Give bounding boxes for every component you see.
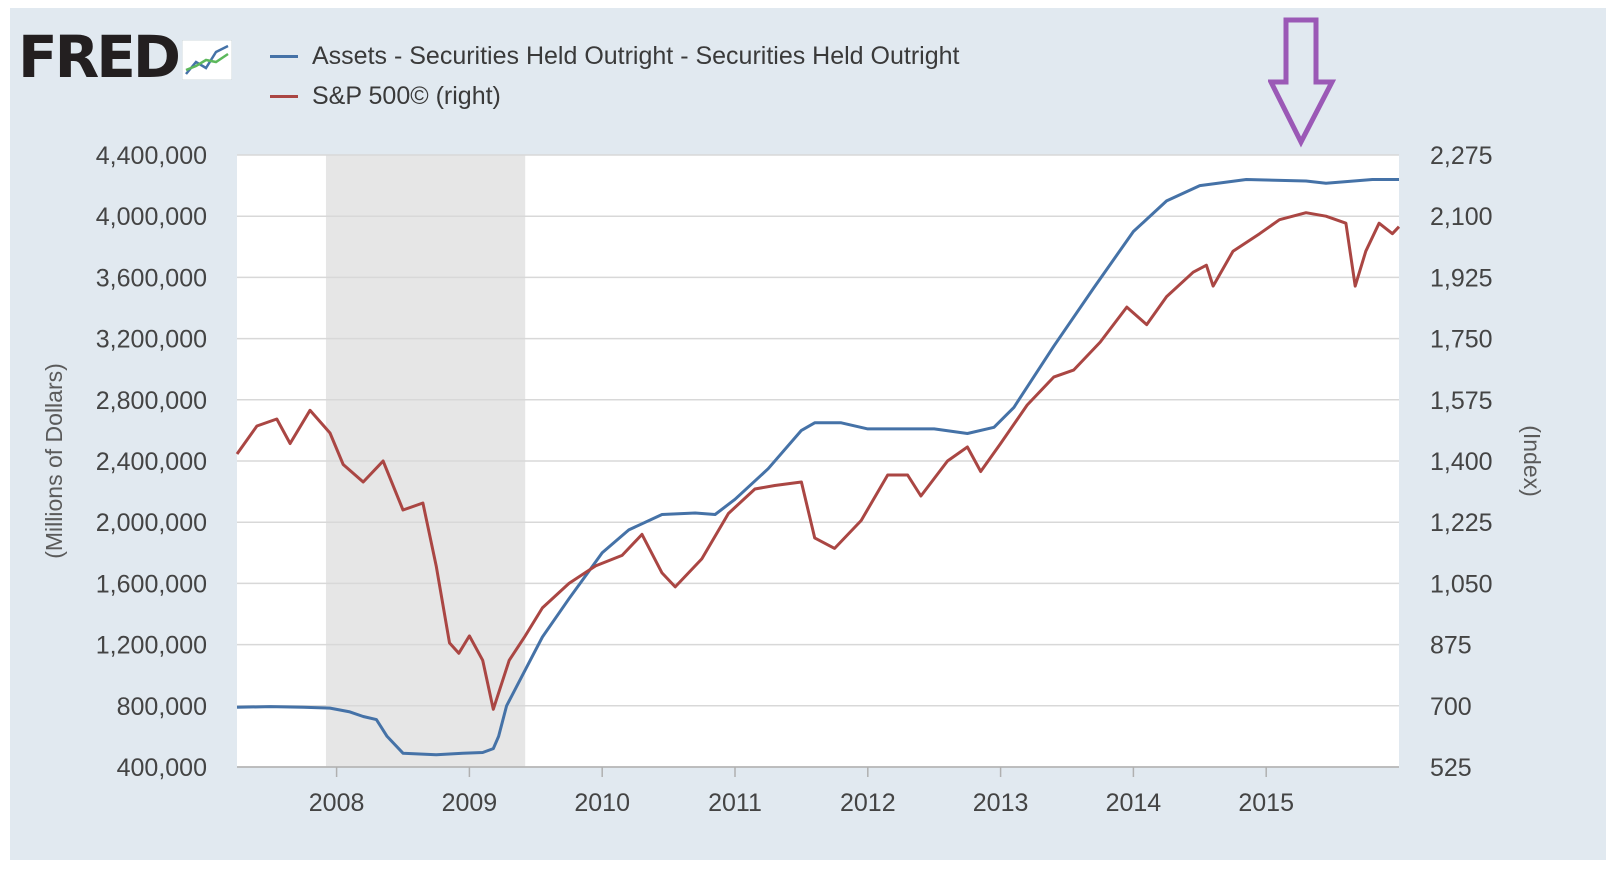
y-tick-label-left: 4,000,000 (96, 203, 207, 231)
legend-label-assets: Assets - Securities Held Outright - Secu… (312, 41, 960, 70)
line-chart-icon (182, 40, 233, 80)
legend-swatch-sp500 (270, 94, 298, 98)
y-tick-label-right: 1,400 (1430, 448, 1493, 476)
y-tick-label-left: 3,200,000 (96, 326, 207, 354)
y-tick-label-left: 1,600,000 (96, 570, 207, 598)
y-tick-label-left: 4,400,000 (96, 142, 207, 170)
y-tick-label-right: 2,100 (1430, 203, 1493, 231)
y-tick-label-left: 800,000 (117, 693, 207, 721)
y-tick-label-right: 2,275 (1430, 142, 1493, 170)
logo-text: FRED (18, 23, 181, 91)
down-arrow-icon (1268, 17, 1337, 148)
y-tick-label-right: 525 (1430, 754, 1472, 782)
y-axis-label-right: (Index) (1519, 425, 1545, 497)
y-tick-label-left: 3,600,000 (96, 264, 207, 292)
y-tick-label-right: 1,925 (1430, 264, 1493, 292)
y-axis-right-ticks: 525 700 875 1,050 1,225 1,400 1,575 1,750 1,925 2… (1430, 142, 1493, 782)
x-tick-label: 2008 (309, 789, 365, 817)
x-tick-label: 2013 (973, 789, 1029, 817)
y-tick-label-right: 875 (1430, 632, 1472, 660)
series-line-sp500 (235, 211, 1401, 711)
y-tick-label-left: 400,000 (117, 754, 207, 782)
y-tick-label-right: 700 (1430, 693, 1472, 721)
y-tick-label-right: 1,575 (1430, 387, 1493, 415)
x-tick-label: 2010 (574, 789, 630, 817)
x-tick-label: 2009 (442, 789, 498, 817)
y-axis-left-ticks: 400,000 800,000 1,200,000 1,600,000 2,000,00… (96, 142, 207, 782)
legend-item-sp500[interactable]: S&P 500© (right) (270, 76, 959, 116)
y-tick-label-right: 1,225 (1430, 509, 1493, 537)
x-tick-label: 2012 (840, 789, 896, 817)
legend-label-sp500: S&P 500© (right) (312, 81, 501, 110)
y-tick-label-left: 2,800,000 (96, 387, 207, 415)
y-tick-label-left: 1,200,000 (96, 632, 207, 660)
legend: Assets - Securities Held Outright - Secu… (270, 36, 959, 116)
series-layer (235, 178, 1401, 757)
legend-swatch-assets (270, 54, 298, 58)
y-tick-label-left: 2,000,000 (96, 509, 207, 537)
x-tick-label: 2014 (1106, 789, 1162, 817)
y-tick-label-left: 2,400,000 (96, 448, 207, 476)
x-tick-label: 2015 (1238, 789, 1294, 817)
legend-item-assets[interactable]: Assets - Securities Held Outright - Secu… (270, 36, 959, 76)
y-tick-label-right: 1,750 (1430, 326, 1493, 354)
x-axis-ticks: 2008 2009 2010 2011 2012 2013 2014 2015 (237, 766, 1399, 817)
y-tick-label-right: 1,050 (1430, 570, 1493, 598)
series-line-assets (236, 178, 1399, 757)
fred-logo: FRED (18, 23, 233, 91)
x-tick-label: 2011 (708, 789, 762, 817)
y-axis-label-left: (Millions of Dollars) (41, 363, 67, 559)
